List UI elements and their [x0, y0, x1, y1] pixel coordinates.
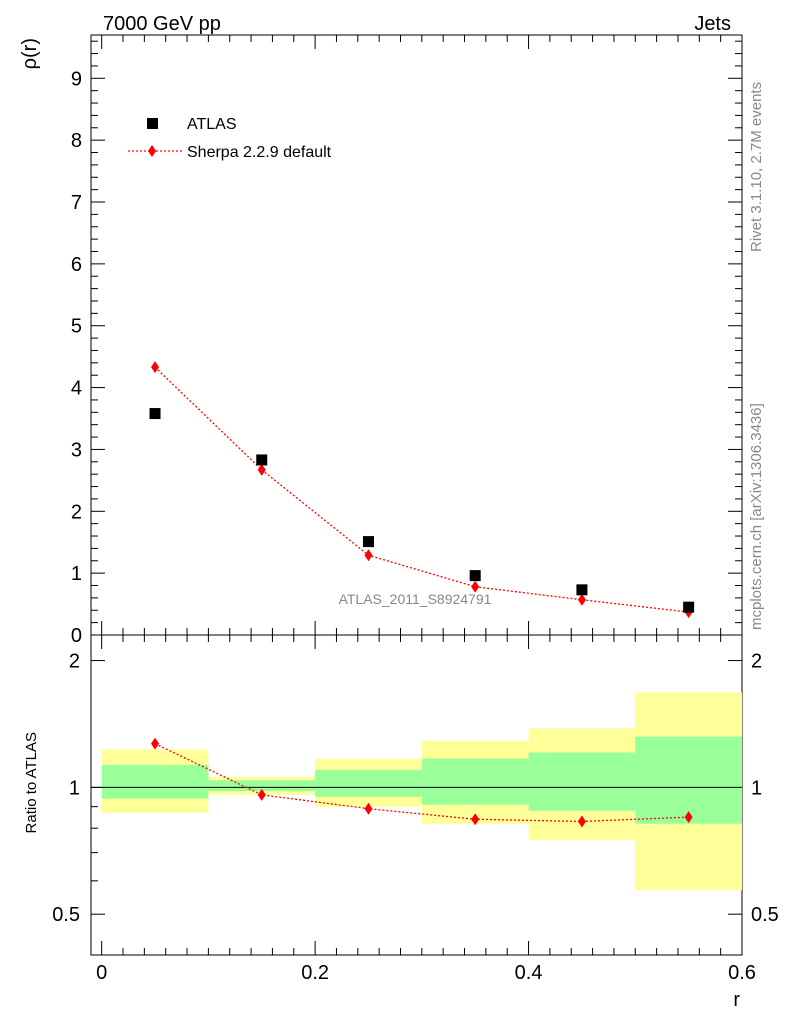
- legend-sherpa-marker: [148, 145, 156, 157]
- ratio-mc-point: [471, 813, 480, 826]
- ratio-y-tick-label-right: 0.5: [751, 904, 779, 926]
- main-y-tick-label: 9: [71, 68, 82, 90]
- x-axis-label: r: [733, 989, 740, 1011]
- x-tick-label: 0.2: [301, 962, 329, 984]
- uncertainty-band-inner: [635, 736, 742, 824]
- ratio-mc-point: [577, 815, 586, 828]
- ratio-mc-point: [684, 811, 693, 824]
- legend: ATLAS Sherpa 2.2.9 default: [128, 116, 332, 161]
- ratio-mc-point: [257, 788, 266, 801]
- main-y-tick-label: 7: [71, 192, 82, 214]
- ratio-y-tick-label-right: 2: [751, 651, 762, 673]
- main-y-axis-label: ρ(r): [19, 38, 41, 69]
- ratio-y-tick-label: 0.5: [52, 904, 80, 926]
- main-y-tick-label: 4: [71, 378, 82, 400]
- uncertainty-band-inner: [101, 765, 209, 799]
- mc-point: [471, 580, 480, 593]
- uncertainty-band-inner: [315, 769, 422, 797]
- rivet-label: Rivet 3.1.10, 2.7M events: [748, 82, 765, 252]
- ratio-mc-point: [364, 802, 373, 815]
- main-y-tick-label: 3: [71, 439, 82, 461]
- legend-atlas-marker: [147, 118, 158, 129]
- mc-point: [257, 463, 266, 476]
- ratio-y-tick-label-right: 1: [751, 777, 762, 799]
- ratio-y-axis-label: Ratio to ATLAS: [23, 732, 40, 833]
- ratio-panel: 0 0.2 0.4 0.6 0.5 0.5 1 1 2 2: [52, 634, 779, 984]
- mc-line: [154, 366, 689, 613]
- uncertainty-band-inner: [208, 780, 316, 792]
- x-tick-label: 0.4: [515, 962, 543, 984]
- ratio-y-tick-label: 2: [69, 651, 80, 673]
- x-tick-label: 0.6: [728, 962, 756, 984]
- ratio-mc-point: [151, 737, 160, 750]
- main-y-tick-label: 5: [71, 316, 82, 338]
- analysis-label: ATLAS_2011_S8924791: [339, 591, 492, 607]
- uncertainty-band-inner: [528, 752, 636, 811]
- data-point: [683, 601, 695, 613]
- legend-sherpa-label: Sherpa 2.2.9 default: [187, 144, 332, 161]
- mc-point: [364, 549, 373, 562]
- mcplots-label: mcplots.cern.ch [arXiv:1306.3436]: [748, 403, 765, 630]
- ratio-mc-line: [154, 743, 689, 823]
- header-right: Jets: [694, 13, 731, 35]
- main-y-tick-label: 1: [71, 563, 82, 585]
- data-point: [362, 536, 374, 548]
- legend-atlas-label: ATLAS: [187, 116, 237, 133]
- data-point: [576, 584, 588, 596]
- x-tick-label: 0: [96, 962, 107, 984]
- uncertainty-band-inner: [421, 758, 529, 805]
- mc-point: [151, 361, 160, 374]
- data-point: [469, 570, 481, 582]
- header-left: 7000 GeV pp: [103, 13, 221, 35]
- ratio-y-tick-label: 1: [69, 777, 80, 799]
- main-y-tick-label: 6: [71, 254, 82, 276]
- main-y-tick-label: 8: [71, 130, 82, 152]
- data-point: [256, 454, 268, 466]
- main-y-tick-label: 0: [71, 625, 82, 647]
- data-point: [149, 408, 161, 420]
- mc-point: [577, 593, 586, 606]
- main-y-tick-label: 2: [71, 501, 82, 523]
